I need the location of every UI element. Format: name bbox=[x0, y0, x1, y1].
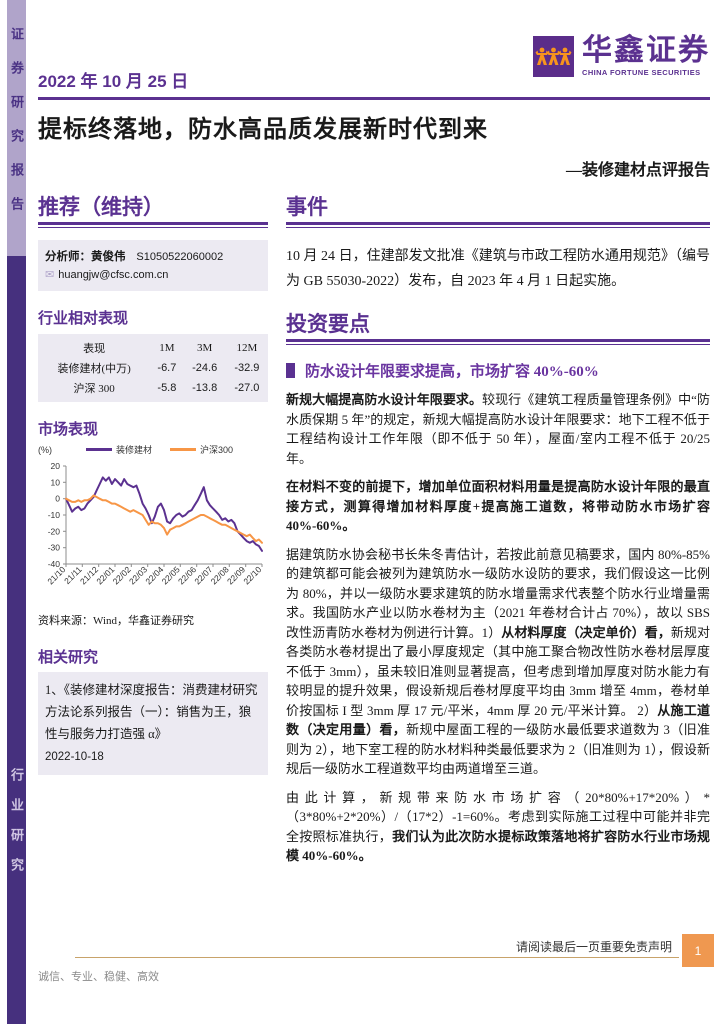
related-research-date: 2022-10-18 bbox=[45, 751, 104, 763]
chart-source: 资料来源：Wind，华鑫证券研究 bbox=[38, 615, 194, 627]
event-text: 10 月 24 日，住建部发文批准《建筑与市政工程防水通用规范》（编号为 GB … bbox=[286, 249, 710, 289]
rating-rule bbox=[38, 222, 268, 228]
legend-item-series1: 装修建材 bbox=[86, 443, 152, 456]
section-title: 防水设计年限要求提高，市场扩容 40%-60% bbox=[305, 364, 599, 380]
body-paragraph: 据建筑防水协会秘书长朱冬青估计，若按此前意见稿要求，国内 80%-85%的建筑都… bbox=[286, 546, 710, 777]
table-row: 装修建材(中万) -6.7 -24.6 -32.9 bbox=[38, 358, 268, 378]
event-rule bbox=[286, 222, 710, 228]
footer-slogan: 诚信、专业、稳健、高效 bbox=[38, 971, 159, 983]
table-row: 沪深 300 -5.8 -13.8 -27.0 bbox=[38, 378, 268, 402]
legend-item-series2: 沪深300 bbox=[170, 443, 233, 456]
company-logo: 华鑫证券 CHINA FORTUNE SECURITIES bbox=[533, 36, 710, 77]
sidebar-bottom-label: 行业研究 bbox=[9, 768, 24, 888]
legend-swatch-series1 bbox=[86, 448, 112, 451]
table-cell: -13.8 bbox=[192, 382, 218, 394]
left-column: 推荐（维持） 分析师：黄俊伟 S1050522060002 ✉ huangjw@… bbox=[38, 194, 268, 866]
sidebar-top-label: 证券研究报告 bbox=[9, 27, 24, 231]
market-performance-heading: 市场表现 bbox=[38, 422, 99, 438]
event-heading: 事件 bbox=[286, 195, 328, 219]
svg-text:10: 10 bbox=[51, 477, 61, 487]
rating-heading: 推荐（维持） bbox=[38, 195, 164, 219]
market-chart-plot: 20100-10-20-30-4021/1021/1121/1222/0122/… bbox=[45, 461, 263, 586]
table-cell: -32.9 bbox=[234, 362, 260, 374]
table-header: 12M bbox=[236, 342, 258, 354]
svg-text:20: 20 bbox=[51, 461, 61, 471]
right-column: 事件 10 月 24 日，住建部发文批准《建筑与市政工程防水通用规范》（编号为 … bbox=[286, 194, 710, 866]
report-subtitle: —装修建材点评报告 bbox=[565, 162, 710, 179]
svg-text:-40: -40 bbox=[48, 559, 61, 569]
mail-icon: ✉ bbox=[45, 269, 55, 281]
table-cell: -5.8 bbox=[157, 382, 177, 394]
page-number-badge: 1 bbox=[682, 934, 714, 967]
report-header: 2022 年 10 月 25 日 bbox=[38, 0, 710, 96]
body-paragraph: 在材料不变的前提下，增加单位面积材料用量是提高防水设计年限的最直接方式，测算得增… bbox=[286, 479, 710, 533]
report-date: 2022 年 10 月 25 日 bbox=[38, 72, 189, 91]
table-header: 3M bbox=[197, 342, 213, 354]
sidebar-bottom-band: 行业研究 bbox=[7, 256, 26, 1024]
table-cell: -6.7 bbox=[157, 362, 177, 374]
svg-text:22/10: 22/10 bbox=[241, 564, 263, 586]
analyst-code: S1050522060002 bbox=[136, 251, 224, 263]
table-header: 1M bbox=[159, 342, 175, 354]
relative-performance-heading: 行业相对表现 bbox=[38, 311, 129, 327]
legend-label-series1: 装修建材 bbox=[116, 445, 153, 455]
table-cell: -24.6 bbox=[192, 362, 218, 374]
analyst-name: 分析师：黄俊伟 bbox=[45, 251, 126, 263]
svg-text:-20: -20 bbox=[48, 526, 61, 536]
logo-icon bbox=[533, 36, 574, 77]
header-rule bbox=[38, 97, 710, 100]
page-content: 2022 年 10 月 25 日 bbox=[38, 0, 710, 866]
legend-label-series2: 沪深300 bbox=[200, 445, 234, 455]
footer-rule bbox=[75, 957, 679, 958]
investment-points-heading: 投资要点 bbox=[286, 312, 370, 336]
y-axis-unit: (%) bbox=[38, 444, 52, 455]
related-research-item: 1、《装修建材深度报告：消费建材研究方法论系列报告（一）：销售为王，狼性与服务力… bbox=[38, 672, 268, 775]
table-cell: 装修建材(中万) bbox=[57, 363, 131, 375]
footer-disclaimer: 请阅读最后一页重要免责声明 bbox=[515, 940, 672, 954]
section-heading: 防水设计年限要求提高，市场扩容 40%-60% bbox=[286, 360, 710, 381]
svg-text:-30: -30 bbox=[48, 543, 61, 553]
legend-swatch-series2 bbox=[170, 448, 197, 451]
relative-performance-table: 表现 1M 3M 12M 装修建材(中万) -6.7 -24.6 -32.9 沪深 300 -5.… bbox=[38, 334, 268, 402]
analyst-box: 分析师：黄俊伟 S1050522060002 ✉ huangjw@cfsc.co… bbox=[38, 240, 268, 291]
table-cell: -27.0 bbox=[234, 382, 260, 394]
body-paragraph: 由此计算，新规带来防水市场扩容（20*80%+17*20%）*（3*80%+2*… bbox=[286, 789, 710, 864]
market-chart: (%) 装修建材 沪深300 20 10 0 -10 -20 -30 -40 21/10 21/… bbox=[38, 443, 268, 610]
svg-text:-10: -10 bbox=[48, 510, 61, 520]
table-header: 表现 bbox=[83, 343, 106, 355]
section-bullet-icon bbox=[286, 363, 295, 378]
analyst-email: huangjw@cfsc.com.cn bbox=[58, 269, 169, 281]
body-paragraph: 新规大幅提高防水设计年限要求。较现行《建筑工程质量管理条例》中“防水质保期 5 … bbox=[286, 392, 710, 466]
table-cell: 沪深 300 bbox=[73, 383, 115, 395]
logo-name-en: CHINA FORTUNE SECURITIES bbox=[582, 68, 701, 77]
report-title: 提标终落地，防水高品质发展新时代到来 bbox=[38, 117, 488, 143]
svg-text:0: 0 bbox=[55, 494, 60, 504]
related-research-heading: 相关研究 bbox=[38, 650, 99, 666]
chart-legend: (%) 装修建材 沪深300 bbox=[38, 443, 268, 456]
logo-name-cn: 华鑫证券 bbox=[582, 34, 710, 67]
investment-points-rule bbox=[286, 339, 710, 345]
sidebar-top-band: 证券研究报告 bbox=[7, 0, 26, 256]
related-research-text: 1、《装修建材深度报告：消费建材研究方法论系列报告（一）：销售为王，狼性与服务力… bbox=[45, 683, 258, 741]
